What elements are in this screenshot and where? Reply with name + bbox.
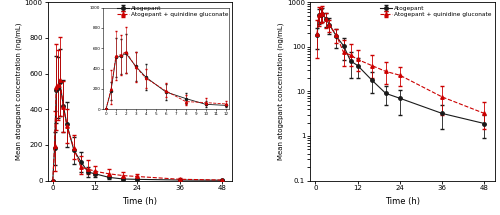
X-axis label: Time (h): Time (h) [122, 197, 158, 206]
Y-axis label: Mean atogepant concentration (ng/mL): Mean atogepant concentration (ng/mL) [16, 23, 22, 160]
Legend: Atogepant, Atogepant + quinidine gluconate: Atogepant, Atogepant + quinidine glucona… [117, 5, 230, 18]
Y-axis label: Mean atogepant concentration (ng/mL): Mean atogepant concentration (ng/mL) [278, 23, 284, 160]
Legend: Atogepant, Atogepant + quinidine gluconate: Atogepant, Atogepant + quinidine glucona… [380, 5, 492, 18]
X-axis label: Time (h): Time (h) [385, 197, 420, 206]
